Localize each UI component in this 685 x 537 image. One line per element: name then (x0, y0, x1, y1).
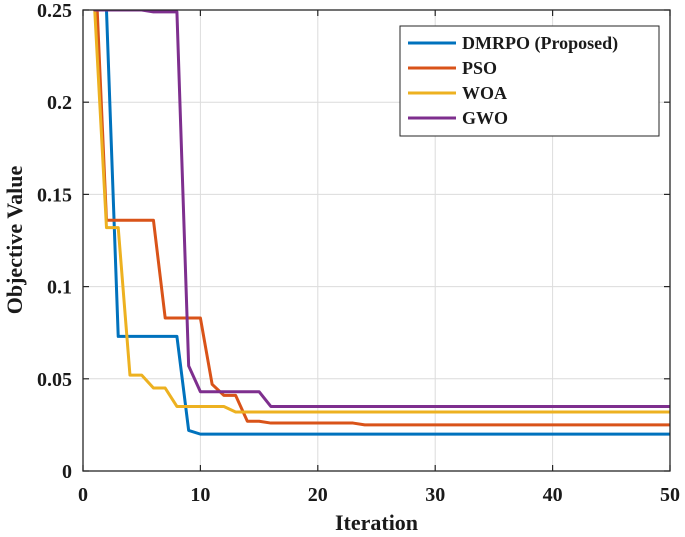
x-tick-label: 40 (543, 484, 563, 506)
plot-frame (82, 9, 671, 472)
x-axis-label: Iteration (335, 510, 418, 535)
y-axis-label: Objective Value (2, 166, 27, 315)
axis-ticks (82, 9, 671, 472)
y-tick-label: 0.25 (37, 0, 72, 22)
y-tick-label: 0.2 (47, 92, 72, 114)
x-tick-label: 0 (78, 484, 88, 506)
legend-label-gwo: GWO (462, 108, 508, 128)
x-tick-label: 20 (308, 484, 328, 506)
series-line-gwo (93, 10, 670, 408)
y-tick-label: 0 (62, 461, 72, 483)
x-tick-label: 30 (425, 484, 445, 506)
series-line-pso (95, 10, 670, 427)
x-tick-label: 10 (190, 484, 210, 506)
y-tick-label: 0.15 (37, 184, 72, 206)
y-tick-label: 0.1 (47, 277, 72, 299)
y-tick-label: 0.05 (37, 369, 72, 391)
legend-label-woa: WOA (462, 83, 507, 103)
series-lines (93, 10, 670, 436)
x-tick-labels: 0 10 20 30 40 50 (78, 484, 680, 506)
x-tick-label: 50 (660, 484, 680, 506)
legend-label-pso: PSO (462, 58, 497, 78)
legend-label-dmrpo-proposed: DMRPO (Proposed) (462, 33, 618, 54)
series-line-dmrpo-proposed (104, 10, 670, 436)
y-tick-labels: 0 0.05 0.1 0.15 0.2 0.25 (37, 0, 72, 483)
series-line-woa (93, 10, 670, 414)
legend: DMRPO (Proposed) PSO WOA GWO (399, 25, 660, 137)
